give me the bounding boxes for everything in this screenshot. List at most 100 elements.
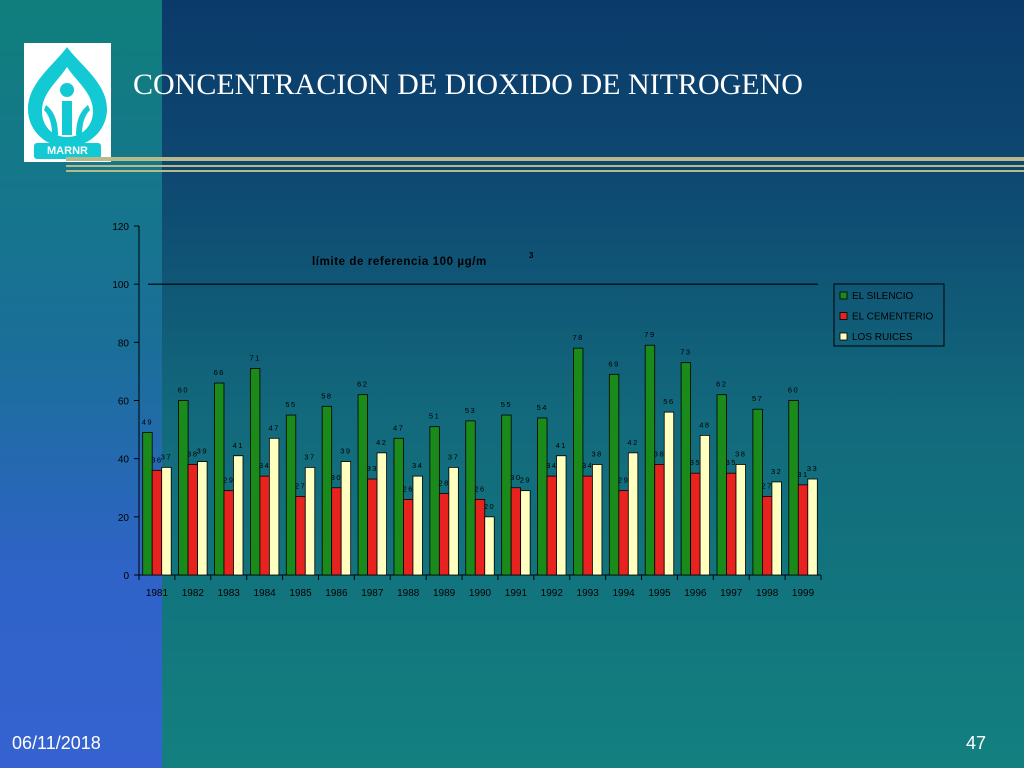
- data-label: 38: [735, 449, 746, 458]
- data-label: 47: [393, 423, 404, 432]
- legend-label: EL CEMENTERIO: [852, 312, 934, 323]
- reference-line-label-superscript: 3: [529, 251, 534, 260]
- bar: [716, 394, 727, 576]
- bar: [797, 484, 809, 576]
- x-tick-label: 1985: [289, 588, 312, 599]
- data-label: 49: [142, 417, 153, 426]
- data-label: 30: [510, 473, 521, 482]
- data-label: 57: [752, 394, 763, 403]
- data-label: 62: [716, 380, 727, 389]
- bar: [178, 400, 189, 576]
- data-label: 33: [367, 464, 378, 473]
- x-tick-label: 1995: [648, 588, 671, 599]
- x-tick-label: 1984: [254, 588, 277, 599]
- data-label: 37: [304, 452, 315, 461]
- bar: [393, 437, 404, 576]
- data-label: 56: [663, 397, 674, 406]
- bar: [233, 455, 244, 576]
- bar: [546, 475, 557, 576]
- bar: [520, 490, 531, 576]
- title-rule-middle: [66, 165, 1024, 167]
- x-tick-label: 1989: [433, 588, 456, 599]
- data-label: 66: [214, 368, 225, 377]
- bar: [592, 464, 603, 576]
- data-label: 39: [340, 447, 351, 456]
- data-label: 54: [537, 403, 548, 412]
- bar: [680, 362, 692, 576]
- bar: [618, 490, 629, 576]
- x-tick-label: 1998: [756, 588, 779, 599]
- bar: [582, 475, 593, 576]
- data-label: 34: [582, 461, 593, 470]
- x-tick-label: 1990: [469, 588, 492, 599]
- logo-label-background: [34, 143, 101, 159]
- bar: [448, 466, 459, 576]
- data-label: 69: [608, 359, 619, 368]
- title-rule-top: [66, 157, 1024, 161]
- data-label: 30: [331, 473, 342, 482]
- bar: [807, 478, 818, 576]
- x-tick-label: 1987: [361, 588, 384, 599]
- x-tick-label: 1999: [792, 588, 815, 599]
- x-tick-label: 1994: [612, 588, 635, 599]
- legend-swatch: [839, 332, 848, 341]
- data-label: 38: [187, 449, 198, 458]
- bar: [608, 373, 620, 576]
- logo-drop-icon: [28, 47, 107, 147]
- data-label: 37: [161, 452, 172, 461]
- bar: [285, 414, 297, 576]
- bar: [376, 452, 387, 576]
- bar: [735, 464, 746, 576]
- bar: [699, 434, 711, 576]
- bar: [367, 478, 378, 576]
- data-label: 34: [546, 461, 557, 470]
- bar: [726, 472, 737, 576]
- legend-label: EL SILENCIO: [852, 291, 914, 302]
- data-label: 35: [726, 458, 737, 467]
- chart-data-labels: 49 60 66 71 55 58 62 47 51 53 55 54 78 69 79 73 62 57 60 36…: [142, 330, 817, 511]
- data-label: 27: [761, 481, 772, 490]
- data-label: 53: [465, 406, 476, 415]
- bar: [663, 411, 675, 576]
- bar: [259, 475, 270, 576]
- data-label: 60: [788, 386, 799, 395]
- data-label: 26: [474, 484, 485, 493]
- data-label: 26: [403, 484, 414, 493]
- bar: [429, 426, 440, 576]
- bar: [151, 469, 163, 576]
- slide-title: CONCENTRACION DE DIOXIDO DE NITROGENO: [133, 68, 803, 101]
- bar: [510, 487, 522, 576]
- bar: [762, 496, 773, 576]
- x-tick-label: 1988: [397, 588, 420, 599]
- y-tick-label: 60: [118, 397, 130, 408]
- bar: [556, 455, 567, 576]
- footer-page-number: 47: [966, 733, 987, 753]
- data-label: 29: [520, 476, 531, 485]
- bar: [340, 461, 352, 576]
- bar: [295, 496, 306, 576]
- data-label: 79: [644, 330, 655, 339]
- bar: [654, 464, 665, 576]
- data-label: 41: [556, 441, 567, 450]
- x-tick-label: 1981: [146, 588, 169, 599]
- data-label: 38: [592, 449, 603, 458]
- data-label: 37: [448, 452, 459, 461]
- data-label: 29: [223, 476, 234, 485]
- y-tick-label: 120: [112, 222, 129, 233]
- data-label: 34: [259, 461, 270, 470]
- y-tick-label: 20: [118, 513, 130, 524]
- bar: [484, 516, 495, 576]
- marnr-logo: MARNR: [24, 43, 111, 162]
- data-label: 29: [618, 476, 629, 485]
- data-label: 78: [573, 333, 584, 342]
- bar: [304, 466, 316, 576]
- chart-bars: [142, 344, 818, 576]
- bar: [161, 466, 172, 576]
- x-tick-label: 1983: [218, 588, 241, 599]
- bar: [197, 461, 208, 576]
- data-label: 31: [797, 470, 808, 479]
- reference-line-label: límite de referencia 100 µg/m: [312, 256, 487, 268]
- legend-swatch: [839, 312, 848, 320]
- data-label: 60: [178, 386, 189, 395]
- x-tick-label: 1997: [720, 588, 743, 599]
